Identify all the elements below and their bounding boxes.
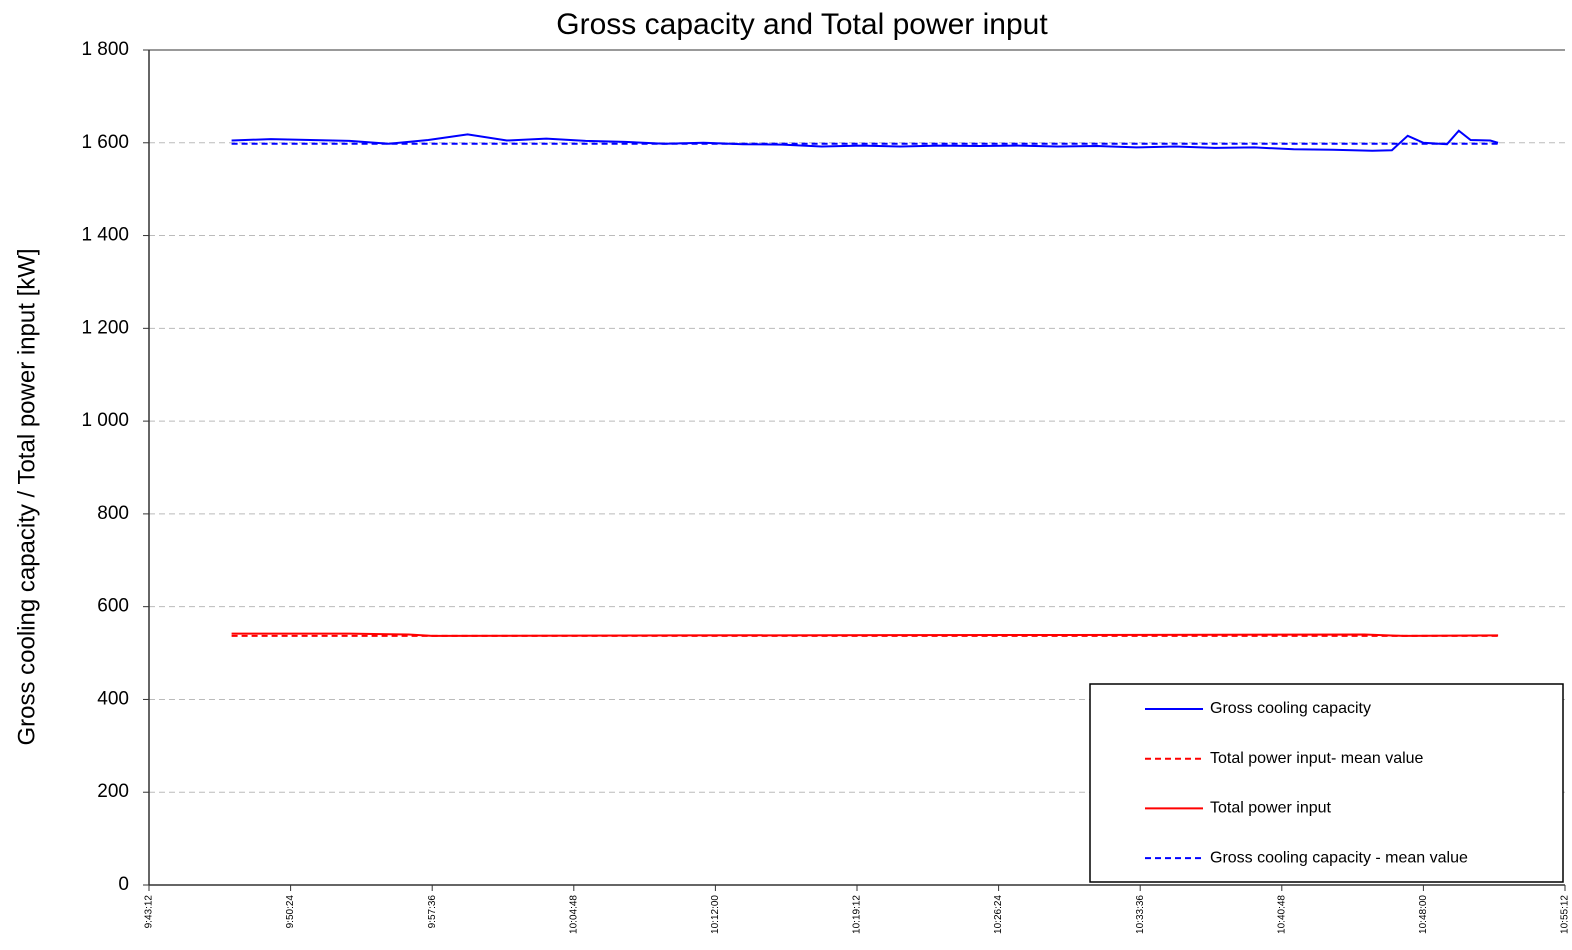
legend-label: Total power input bbox=[1210, 800, 1332, 817]
y-tick-label: 1 800 bbox=[81, 39, 129, 60]
y-tick-label: 1 600 bbox=[81, 132, 129, 153]
x-tick-label: 10:19:12 bbox=[852, 895, 863, 934]
legend-label: Gross cooling capacity - mean value bbox=[1210, 849, 1468, 866]
x-tick-label: 10:33:36 bbox=[1135, 895, 1146, 934]
series-line bbox=[231, 632, 1499, 637]
x-tick-label: 10:40:48 bbox=[1276, 895, 1287, 934]
y-tick-label: 400 bbox=[97, 688, 129, 709]
y-axis-label: Gross cooling capacity / Total power inp… bbox=[13, 248, 40, 745]
x-tick-label: 9:57:36 bbox=[427, 895, 438, 929]
legend-label: Gross cooling capacity bbox=[1210, 700, 1371, 717]
x-tick-label: 9:50:24 bbox=[285, 895, 296, 929]
chart-title: Gross capacity and Total power input bbox=[556, 8, 1048, 41]
y-tick-label: 0 bbox=[118, 874, 129, 895]
series-line bbox=[231, 129, 1499, 152]
y-tick-label: 1 000 bbox=[81, 410, 129, 431]
x-tick-label: 10:55:12 bbox=[1560, 895, 1571, 934]
y-tick-label: 600 bbox=[97, 596, 129, 617]
x-tick-label: 10:04:48 bbox=[568, 895, 579, 934]
legend-label: Total power input- mean value bbox=[1210, 750, 1424, 767]
y-tick-label: 1 200 bbox=[81, 317, 129, 338]
x-tick-label: 10:26:24 bbox=[993, 895, 1004, 934]
x-tick-label: 10:12:00 bbox=[710, 895, 721, 934]
x-tick-label: 10:48:00 bbox=[1418, 895, 1429, 934]
x-tick-label: 9:43:12 bbox=[144, 895, 155, 929]
y-tick-label: 200 bbox=[97, 781, 129, 802]
y-tick-label: 800 bbox=[97, 503, 129, 524]
legend-box bbox=[1089, 683, 1564, 883]
y-tick-label: 1 400 bbox=[81, 225, 129, 246]
